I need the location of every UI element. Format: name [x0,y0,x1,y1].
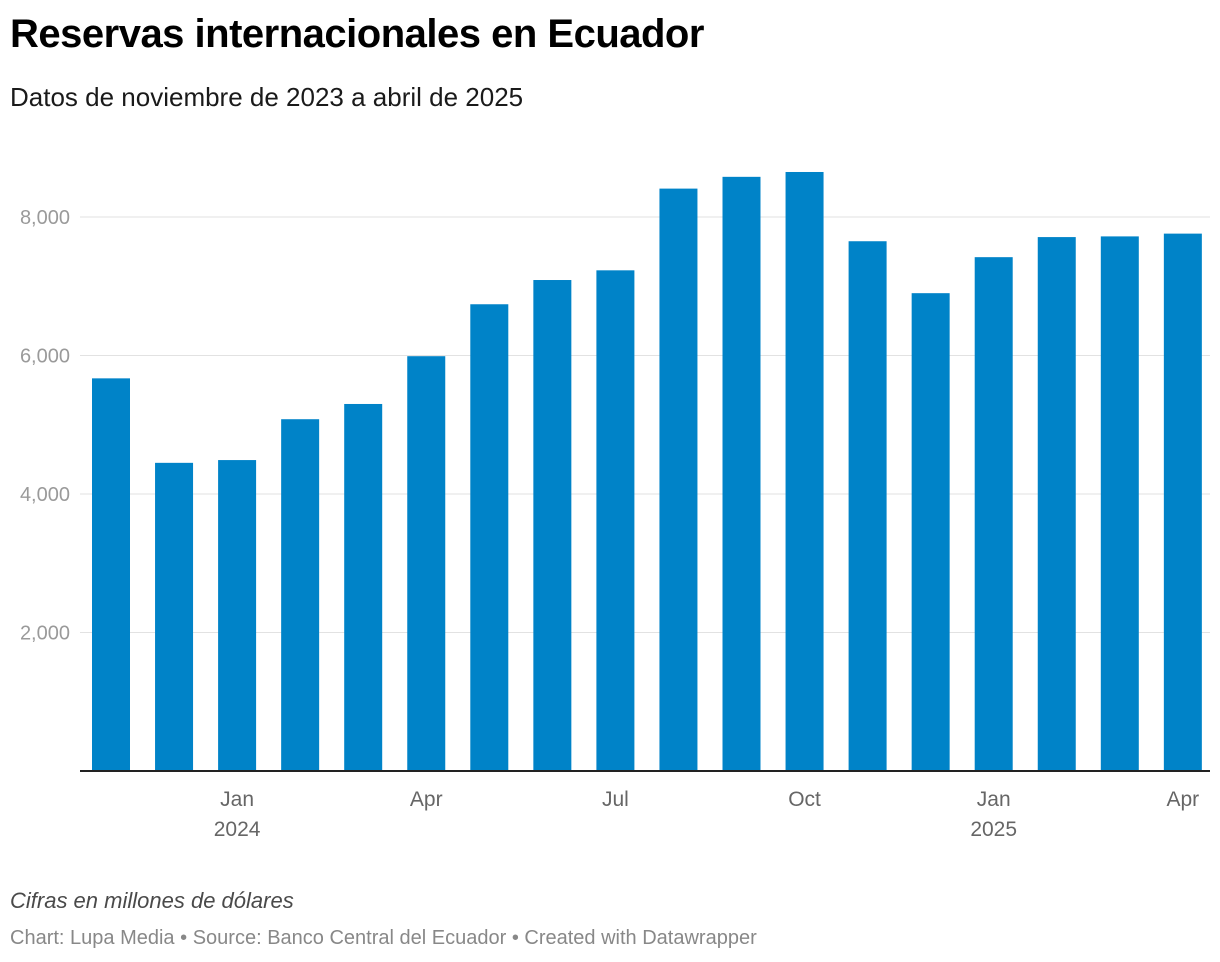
bar-2023-12[interactable] [155,462,194,771]
bar-2024-06[interactable] [533,280,572,771]
footer-created[interactable]: Created with Datawrapper [524,927,757,949]
bar-2024-04[interactable] [407,356,446,771]
bar-2024-01[interactable] [218,460,257,771]
footer-separator: • [511,927,519,949]
x-tick-label: Apr [410,788,443,811]
x-tick-year-label: 2025 [970,818,1017,841]
bars [92,171,1202,772]
footer-source-label: Source: [192,927,262,949]
x-tick-year-label: 2024 [214,818,261,841]
x-tick-label: Oct [788,788,821,811]
bar-2025-02[interactable] [1037,237,1076,771]
x-tick-label: Jan [220,788,254,811]
gridlines [80,216,1210,633]
y-tick-label: 8,000 [20,207,70,229]
bar-2024-09[interactable] [722,176,761,771]
chart-notes: Cifras en millones de dólares [10,888,294,913]
chart-subtitle: Datos de noviembre de 2023 a abril de 20… [10,82,524,112]
bar-2024-12[interactable] [911,293,950,771]
footer-separator: • [180,927,188,949]
footer-chart-label: Chart: [10,927,65,949]
footer-source[interactable]: Banco Central del Ecuador [267,927,507,949]
bar-2024-07[interactable] [596,270,635,771]
axes: 2,000 4,000 6,000 8,000 Jan 2024 Apr Jul Oct Jan 2… [20,207,1210,841]
bar-2024-11[interactable] [848,241,887,772]
bar-2024-05[interactable] [470,304,509,771]
x-tick-label: Jul [602,788,629,811]
x-tick-label: Jan [977,788,1011,811]
footer-chart-by[interactable]: Lupa Media [70,927,175,949]
bar-2025-04[interactable] [1163,233,1202,771]
chart-title: Reservas internacionales en Ecuador [10,12,704,56]
y-tick-label: 6,000 [20,346,70,368]
bar-2025-01[interactable] [974,257,1013,771]
bar-2024-02[interactable] [281,419,320,771]
y-tick-label: 2,000 [20,623,70,645]
y-tick-label: 4,000 [20,484,70,506]
bar-2024-10[interactable] [785,171,824,772]
chart-footer: Chart: Lupa Media • Source: Banco Centra… [10,927,757,950]
bar-2024-08[interactable] [659,188,698,772]
x-tick-label: Apr [1167,788,1200,811]
bar-2025-03[interactable] [1100,236,1139,771]
bar-2023-11[interactable] [92,378,130,771]
bar-2024-03[interactable] [344,403,383,771]
